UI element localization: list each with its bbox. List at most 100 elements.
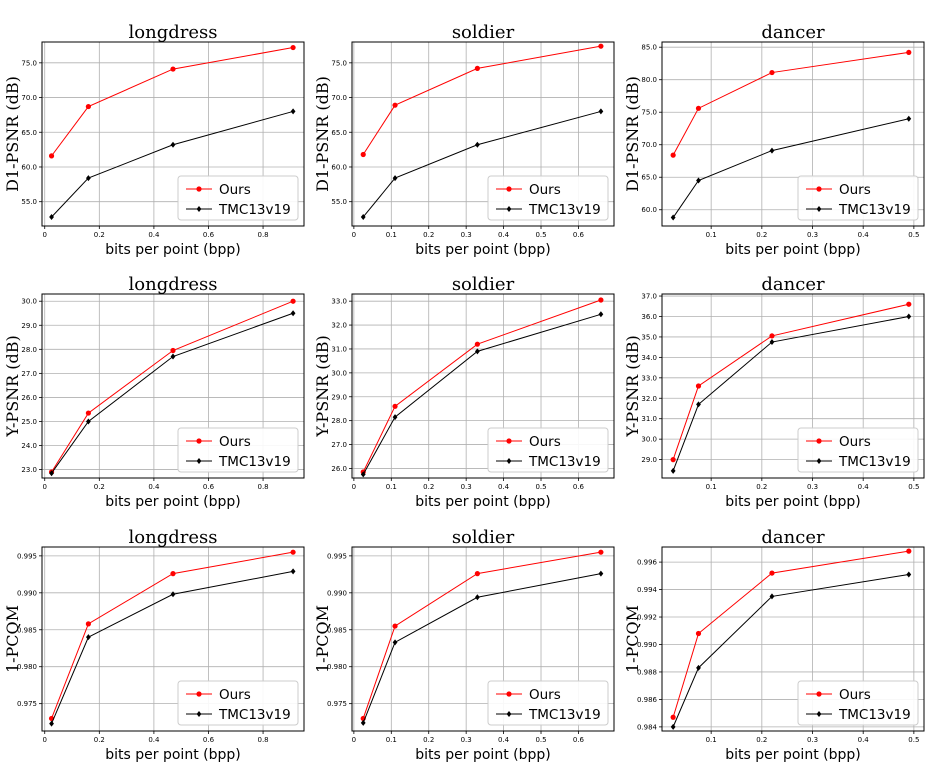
- y-tick-label: 60.0: [21, 163, 37, 171]
- legend-label: Ours: [219, 687, 251, 703]
- x-tick-label: 0: [42, 483, 46, 491]
- x-tick-label: 0.4: [858, 231, 870, 239]
- data-point-tmc13v19: [769, 593, 775, 600]
- legend-label: Ours: [529, 687, 561, 703]
- x-tick-label: 0.1: [386, 231, 397, 239]
- x-tick-label: 0.4: [498, 736, 510, 744]
- x-tick-label: 0.4: [148, 483, 160, 491]
- x-tick-label: 0.3: [807, 483, 818, 491]
- data-point-tmc13v19: [170, 141, 176, 148]
- y-tick-label: 60.0: [641, 206, 657, 214]
- x-axis-label: bits per point (bpp): [415, 242, 550, 258]
- legend-marker: [506, 438, 512, 444]
- x-tick-label: 0.2: [756, 231, 767, 239]
- y-axis-label: D1-PSNR (dB): [3, 76, 22, 192]
- data-point-tmc13v19: [670, 723, 676, 730]
- data-point-tmc13v19: [474, 348, 480, 355]
- y-tick-label: 0.994: [637, 586, 658, 594]
- chart-title: soldier: [452, 22, 515, 43]
- x-tick-label: 0.6: [203, 483, 215, 491]
- y-axis-label: Y-PSNR (dB): [623, 335, 642, 438]
- data-point-ours: [906, 49, 912, 56]
- data-point-tmc13v19: [170, 353, 176, 360]
- data-point-tmc13v19: [360, 471, 366, 478]
- y-tick-label: 0.984: [637, 723, 658, 731]
- data-point-tmc13v19: [906, 571, 912, 578]
- x-tick-label: 0.1: [706, 231, 717, 239]
- data-point-ours: [695, 630, 702, 637]
- y-tick-label: 0.990: [17, 589, 37, 597]
- y-tick-label: 80.0: [641, 76, 657, 84]
- x-tick-label: 0.2: [94, 483, 105, 491]
- y-axis-label: 1-PCQM: [3, 605, 22, 673]
- y-tick-label: 29.0: [21, 322, 37, 330]
- y-tick-label: 27.0: [331, 441, 347, 449]
- x-tick-label: 0.3: [461, 231, 472, 239]
- data-point-ours: [598, 43, 604, 49]
- y-tick-label: 0.990: [327, 589, 347, 597]
- y-axis-label: Y-PSNR (dB): [3, 335, 22, 438]
- y-tick-label: 24.0: [21, 442, 37, 450]
- series-line-tmc13v19: [51, 570, 294, 724]
- data-point-tmc13v19: [598, 108, 604, 115]
- data-point-tmc13v19: [85, 634, 91, 641]
- chart-panel-5: 0 0.1 0.2 0.3 0.4 0.5 0.6 26.0 27.0 28.0 29.0 30.0 3…: [313, 274, 615, 510]
- y-tick-label: 29.0: [331, 393, 347, 401]
- data-point-tmc13v19: [290, 108, 296, 115]
- data-point-tmc13v19: [85, 418, 91, 425]
- x-tick-label: 0.6: [203, 736, 215, 744]
- data-point-ours: [670, 714, 676, 720]
- y-tick-label: 70.0: [331, 94, 347, 102]
- chart-title: longdress: [129, 22, 218, 43]
- y-tick-label: 31.0: [641, 415, 657, 423]
- axes-frame: [351, 293, 615, 479]
- data-point-ours: [598, 297, 604, 303]
- legend-marker: [506, 458, 512, 464]
- data-point-ours: [360, 151, 366, 158]
- y-axis-label: D1-PSNR (dB): [623, 76, 642, 192]
- y-tick-label: 0.980: [17, 663, 37, 671]
- data-point-ours: [769, 570, 775, 576]
- axes-frame: [351, 41, 615, 227]
- legend-label: TMC13v19: [218, 454, 291, 470]
- legend-marker: [196, 206, 202, 212]
- y-tick-label: 75.0: [21, 59, 37, 67]
- legend-label: Ours: [839, 687, 871, 703]
- x-tick-label: 0.2: [423, 483, 434, 491]
- legend-marker: [816, 206, 822, 212]
- y-tick-label: 65.0: [21, 129, 37, 137]
- x-axis-label: bits per point (bpp): [725, 747, 860, 763]
- chart-title: dancer: [761, 274, 825, 295]
- y-tick-label: 60.0: [331, 163, 347, 171]
- legend-marker: [816, 458, 822, 464]
- data-point-tmc13v19: [360, 213, 366, 220]
- data-point-ours: [670, 457, 676, 463]
- x-tick-label: 0.6: [203, 231, 215, 239]
- legend-label: Ours: [839, 434, 871, 450]
- data-point-tmc13v19: [696, 401, 701, 408]
- data-point-tmc13v19: [170, 591, 176, 598]
- data-point-ours: [85, 103, 91, 110]
- data-point-ours: [170, 66, 176, 72]
- x-tick-label: 0.2: [423, 231, 434, 239]
- x-tick-label: 0.1: [386, 483, 397, 491]
- x-axis-label: bits per point (bpp): [725, 494, 860, 510]
- chart-panel-4: 0 0.2 0.4 0.6 0.8 23.0 24.0 25.0 26.0 27.0 28.0 29.…: [3, 274, 305, 510]
- data-point-ours: [48, 153, 55, 159]
- x-axis-label: bits per point (bpp): [725, 242, 860, 258]
- data-point-tmc13v19: [392, 639, 398, 646]
- legend-marker: [816, 438, 822, 444]
- y-tick-label: 33.0: [641, 374, 657, 382]
- legend-label: Ours: [219, 434, 251, 450]
- data-point-ours: [85, 410, 91, 416]
- y-tick-label: 0.995: [327, 552, 347, 560]
- chart-panel-1: 0 0.2 0.4 0.6 0.8 55.0 60.0 65.0 70.0 75.0 longdre…: [3, 22, 305, 258]
- x-tick-label: 0: [42, 736, 46, 744]
- x-tick-label: 0.2: [94, 736, 105, 744]
- data-point-ours: [290, 298, 296, 304]
- axes-frame: [41, 546, 305, 732]
- series-line-tmc13v19: [672, 315, 909, 472]
- x-tick-label: 0.2: [94, 231, 105, 239]
- data-point-tmc13v19: [769, 339, 775, 346]
- legend-label: Ours: [219, 182, 251, 198]
